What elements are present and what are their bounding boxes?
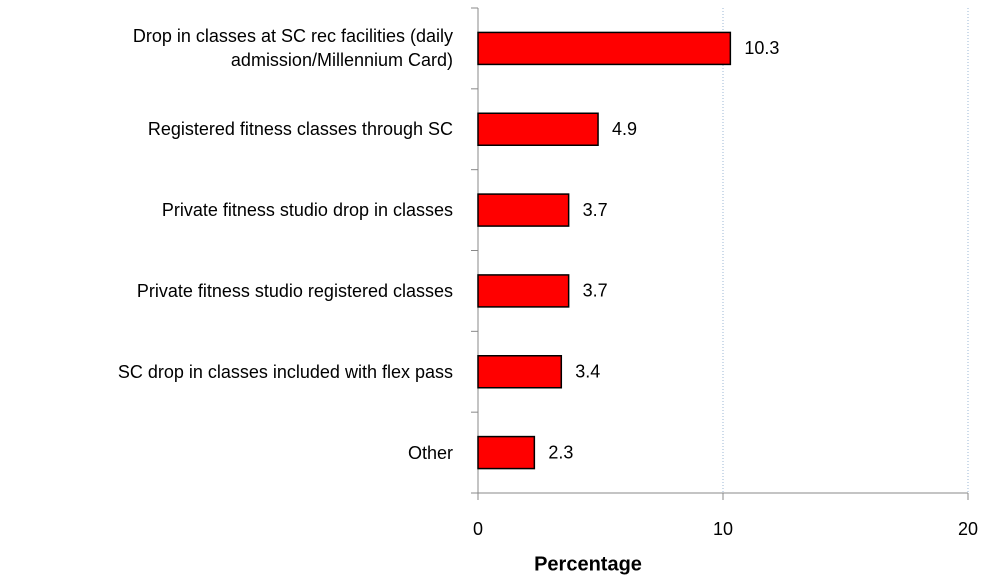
bar (477, 355, 563, 389)
x-tick-label: 20 (958, 519, 978, 539)
bar (477, 31, 732, 66)
bar (477, 274, 570, 308)
data-label: 2.3 (548, 442, 573, 462)
data-label: 3.7 (583, 200, 608, 220)
bar (477, 112, 599, 146)
y-tick-label: Private fitness studio drop in classes (161, 200, 453, 221)
data-label: 10.3 (744, 38, 779, 58)
data-label: 3.7 (583, 281, 608, 301)
y-tick-label: Drop in classes at SC rec facilities (da… (132, 26, 453, 71)
y-tick-label: SC drop in classes included with flex pa… (117, 361, 453, 382)
x-tick-label: 10 (713, 519, 733, 539)
data-label: 3.4 (575, 362, 600, 382)
bar (477, 193, 570, 227)
bar (477, 435, 536, 470)
x-tick-label: 0 (473, 519, 483, 539)
y-tick-label: Private fitness studio registered classe… (136, 280, 453, 301)
x-axis-title: Percentage (534, 553, 642, 575)
y-tick-label: Registered fitness classes through SC (147, 119, 453, 140)
y-tick-label: Other (407, 442, 453, 463)
data-label: 4.9 (612, 119, 637, 139)
